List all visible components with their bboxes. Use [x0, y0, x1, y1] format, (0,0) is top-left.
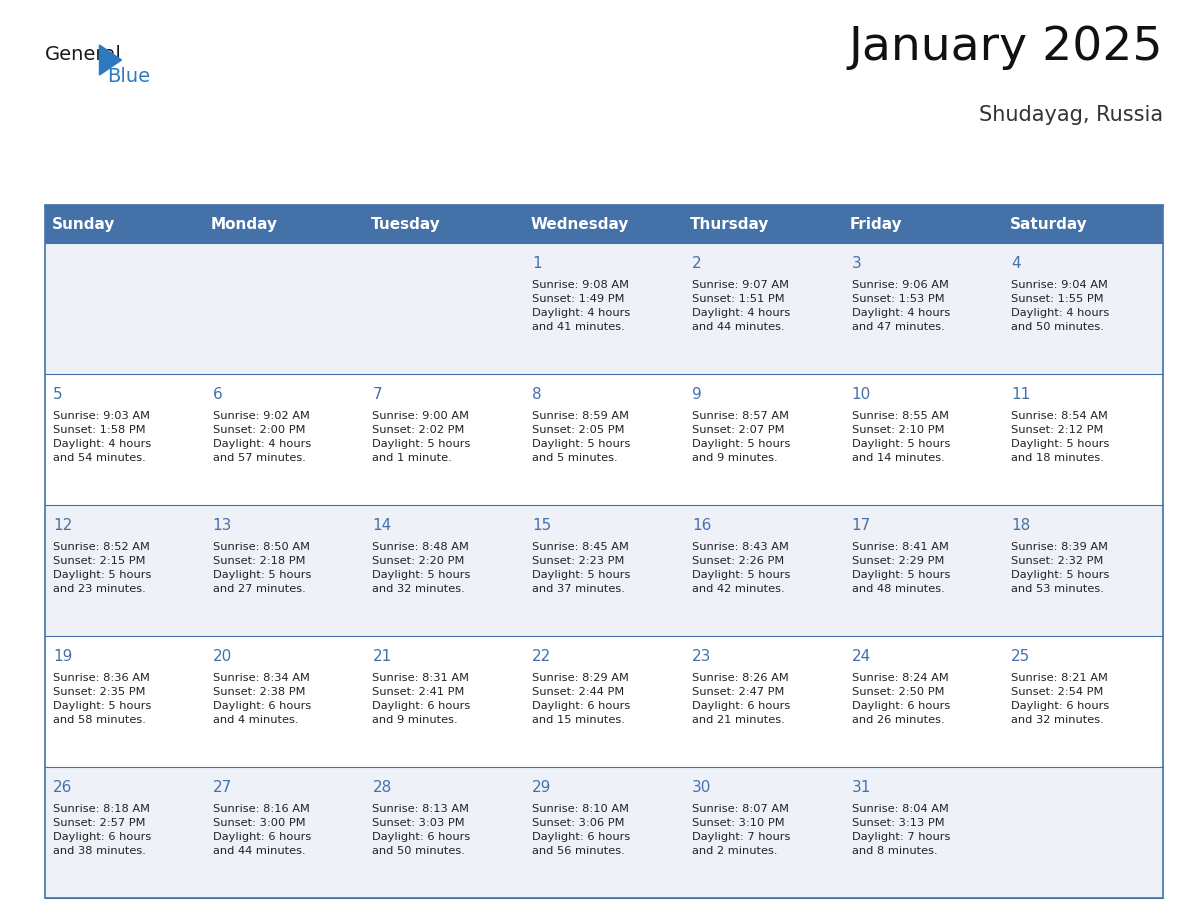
Text: 5: 5: [53, 387, 63, 402]
Text: 28: 28: [372, 780, 392, 795]
Text: 19: 19: [53, 649, 72, 664]
Text: Sunrise: 8:26 AM
Sunset: 2:47 PM
Daylight: 6 hours
and 21 minutes.: Sunrise: 8:26 AM Sunset: 2:47 PM Dayligh…: [691, 673, 790, 724]
Text: Sunrise: 8:43 AM
Sunset: 2:26 PM
Daylight: 5 hours
and 42 minutes.: Sunrise: 8:43 AM Sunset: 2:26 PM Dayligh…: [691, 542, 790, 594]
Text: Sunrise: 8:04 AM
Sunset: 3:13 PM
Daylight: 7 hours
and 8 minutes.: Sunrise: 8:04 AM Sunset: 3:13 PM Dayligh…: [852, 803, 950, 856]
Text: Sunrise: 8:50 AM
Sunset: 2:18 PM
Daylight: 5 hours
and 27 minutes.: Sunrise: 8:50 AM Sunset: 2:18 PM Dayligh…: [213, 542, 311, 594]
Text: 12: 12: [53, 518, 72, 533]
Bar: [45, 205, 1163, 243]
Text: 21: 21: [372, 649, 392, 664]
Text: Sunrise: 8:24 AM
Sunset: 2:50 PM
Daylight: 6 hours
and 26 minutes.: Sunrise: 8:24 AM Sunset: 2:50 PM Dayligh…: [852, 673, 950, 724]
Text: 30: 30: [691, 780, 712, 795]
Bar: [45, 767, 1163, 898]
Text: 15: 15: [532, 518, 551, 533]
Text: Sunrise: 8:31 AM
Sunset: 2:41 PM
Daylight: 6 hours
and 9 minutes.: Sunrise: 8:31 AM Sunset: 2:41 PM Dayligh…: [372, 673, 470, 724]
Text: General: General: [45, 45, 122, 64]
Text: Sunrise: 9:03 AM
Sunset: 1:58 PM
Daylight: 4 hours
and 54 minutes.: Sunrise: 9:03 AM Sunset: 1:58 PM Dayligh…: [53, 410, 151, 463]
Text: Sunrise: 8:29 AM
Sunset: 2:44 PM
Daylight: 6 hours
and 15 minutes.: Sunrise: 8:29 AM Sunset: 2:44 PM Dayligh…: [532, 673, 631, 724]
Text: 6: 6: [213, 387, 222, 402]
Text: 3: 3: [852, 256, 861, 271]
Text: 4: 4: [1011, 256, 1020, 271]
Text: Friday: Friday: [849, 217, 903, 231]
Text: Sunrise: 8:41 AM
Sunset: 2:29 PM
Daylight: 5 hours
and 48 minutes.: Sunrise: 8:41 AM Sunset: 2:29 PM Dayligh…: [852, 542, 950, 594]
Text: Sunrise: 8:54 AM
Sunset: 2:12 PM
Daylight: 5 hours
and 18 minutes.: Sunrise: 8:54 AM Sunset: 2:12 PM Dayligh…: [1011, 410, 1110, 463]
Text: Sunrise: 8:16 AM
Sunset: 3:00 PM
Daylight: 6 hours
and 44 minutes.: Sunrise: 8:16 AM Sunset: 3:00 PM Dayligh…: [213, 803, 311, 856]
Text: 11: 11: [1011, 387, 1030, 402]
Text: 27: 27: [213, 780, 232, 795]
Text: 22: 22: [532, 649, 551, 664]
Text: Sunrise: 9:02 AM
Sunset: 2:00 PM
Daylight: 4 hours
and 57 minutes.: Sunrise: 9:02 AM Sunset: 2:00 PM Dayligh…: [213, 410, 311, 463]
Text: Sunrise: 8:34 AM
Sunset: 2:38 PM
Daylight: 6 hours
and 4 minutes.: Sunrise: 8:34 AM Sunset: 2:38 PM Dayligh…: [213, 673, 311, 724]
Text: 14: 14: [372, 518, 392, 533]
Text: 10: 10: [852, 387, 871, 402]
Text: Thursday: Thursday: [690, 217, 770, 231]
Text: Shudayag, Russia: Shudayag, Russia: [979, 105, 1163, 125]
Text: 17: 17: [852, 518, 871, 533]
Text: Sunrise: 9:08 AM
Sunset: 1:49 PM
Daylight: 4 hours
and 41 minutes.: Sunrise: 9:08 AM Sunset: 1:49 PM Dayligh…: [532, 280, 631, 331]
Text: 2: 2: [691, 256, 701, 271]
Text: 16: 16: [691, 518, 712, 533]
Text: 7: 7: [372, 387, 383, 402]
Text: Sunrise: 8:21 AM
Sunset: 2:54 PM
Daylight: 6 hours
and 32 minutes.: Sunrise: 8:21 AM Sunset: 2:54 PM Dayligh…: [1011, 673, 1110, 724]
Text: Blue: Blue: [107, 67, 150, 86]
Text: Sunrise: 8:45 AM
Sunset: 2:23 PM
Daylight: 5 hours
and 37 minutes.: Sunrise: 8:45 AM Sunset: 2:23 PM Dayligh…: [532, 542, 631, 594]
Text: Sunrise: 8:13 AM
Sunset: 3:03 PM
Daylight: 6 hours
and 50 minutes.: Sunrise: 8:13 AM Sunset: 3:03 PM Dayligh…: [372, 803, 470, 856]
Text: 23: 23: [691, 649, 712, 664]
Text: Sunrise: 8:57 AM
Sunset: 2:07 PM
Daylight: 5 hours
and 9 minutes.: Sunrise: 8:57 AM Sunset: 2:07 PM Dayligh…: [691, 410, 790, 463]
Text: Sunrise: 8:10 AM
Sunset: 3:06 PM
Daylight: 6 hours
and 56 minutes.: Sunrise: 8:10 AM Sunset: 3:06 PM Dayligh…: [532, 803, 631, 856]
Bar: [45, 243, 1163, 374]
Text: Tuesday: Tuesday: [371, 217, 441, 231]
Bar: [45, 205, 1163, 898]
Text: Sunrise: 8:59 AM
Sunset: 2:05 PM
Daylight: 5 hours
and 5 minutes.: Sunrise: 8:59 AM Sunset: 2:05 PM Dayligh…: [532, 410, 631, 463]
Text: Sunrise: 9:04 AM
Sunset: 1:55 PM
Daylight: 4 hours
and 50 minutes.: Sunrise: 9:04 AM Sunset: 1:55 PM Dayligh…: [1011, 280, 1110, 331]
Text: Sunrise: 9:06 AM
Sunset: 1:53 PM
Daylight: 4 hours
and 47 minutes.: Sunrise: 9:06 AM Sunset: 1:53 PM Dayligh…: [852, 280, 950, 331]
Text: Sunrise: 8:07 AM
Sunset: 3:10 PM
Daylight: 7 hours
and 2 minutes.: Sunrise: 8:07 AM Sunset: 3:10 PM Dayligh…: [691, 803, 790, 856]
Text: 20: 20: [213, 649, 232, 664]
Bar: [45, 374, 1163, 505]
Text: Sunrise: 9:07 AM
Sunset: 1:51 PM
Daylight: 4 hours
and 44 minutes.: Sunrise: 9:07 AM Sunset: 1:51 PM Dayligh…: [691, 280, 790, 331]
Text: Sunrise: 8:39 AM
Sunset: 2:32 PM
Daylight: 5 hours
and 53 minutes.: Sunrise: 8:39 AM Sunset: 2:32 PM Dayligh…: [1011, 542, 1110, 594]
Text: 9: 9: [691, 387, 702, 402]
Text: Sunday: Sunday: [51, 217, 115, 231]
Text: 29: 29: [532, 780, 551, 795]
Text: 18: 18: [1011, 518, 1030, 533]
Text: 26: 26: [53, 780, 72, 795]
Text: Wednesday: Wednesday: [531, 217, 628, 231]
Text: Sunrise: 8:55 AM
Sunset: 2:10 PM
Daylight: 5 hours
and 14 minutes.: Sunrise: 8:55 AM Sunset: 2:10 PM Dayligh…: [852, 410, 950, 463]
Text: Sunrise: 9:00 AM
Sunset: 2:02 PM
Daylight: 5 hours
and 1 minute.: Sunrise: 9:00 AM Sunset: 2:02 PM Dayligh…: [372, 410, 470, 463]
Text: Sunrise: 8:52 AM
Sunset: 2:15 PM
Daylight: 5 hours
and 23 minutes.: Sunrise: 8:52 AM Sunset: 2:15 PM Dayligh…: [53, 542, 151, 594]
Text: 8: 8: [532, 387, 542, 402]
Text: 25: 25: [1011, 649, 1030, 664]
Text: Sunrise: 8:36 AM
Sunset: 2:35 PM
Daylight: 5 hours
and 58 minutes.: Sunrise: 8:36 AM Sunset: 2:35 PM Dayligh…: [53, 673, 151, 724]
Text: Sunrise: 8:48 AM
Sunset: 2:20 PM
Daylight: 5 hours
and 32 minutes.: Sunrise: 8:48 AM Sunset: 2:20 PM Dayligh…: [372, 542, 470, 594]
Text: January 2025: January 2025: [848, 25, 1163, 70]
Text: Monday: Monday: [211, 217, 278, 231]
Bar: [45, 636, 1163, 767]
Text: 1: 1: [532, 256, 542, 271]
Bar: [45, 505, 1163, 636]
Text: 24: 24: [852, 649, 871, 664]
Text: Saturday: Saturday: [1010, 217, 1087, 231]
Polygon shape: [100, 45, 121, 75]
Text: 13: 13: [213, 518, 232, 533]
Text: Sunrise: 8:18 AM
Sunset: 2:57 PM
Daylight: 6 hours
and 38 minutes.: Sunrise: 8:18 AM Sunset: 2:57 PM Dayligh…: [53, 803, 151, 856]
Text: 31: 31: [852, 780, 871, 795]
